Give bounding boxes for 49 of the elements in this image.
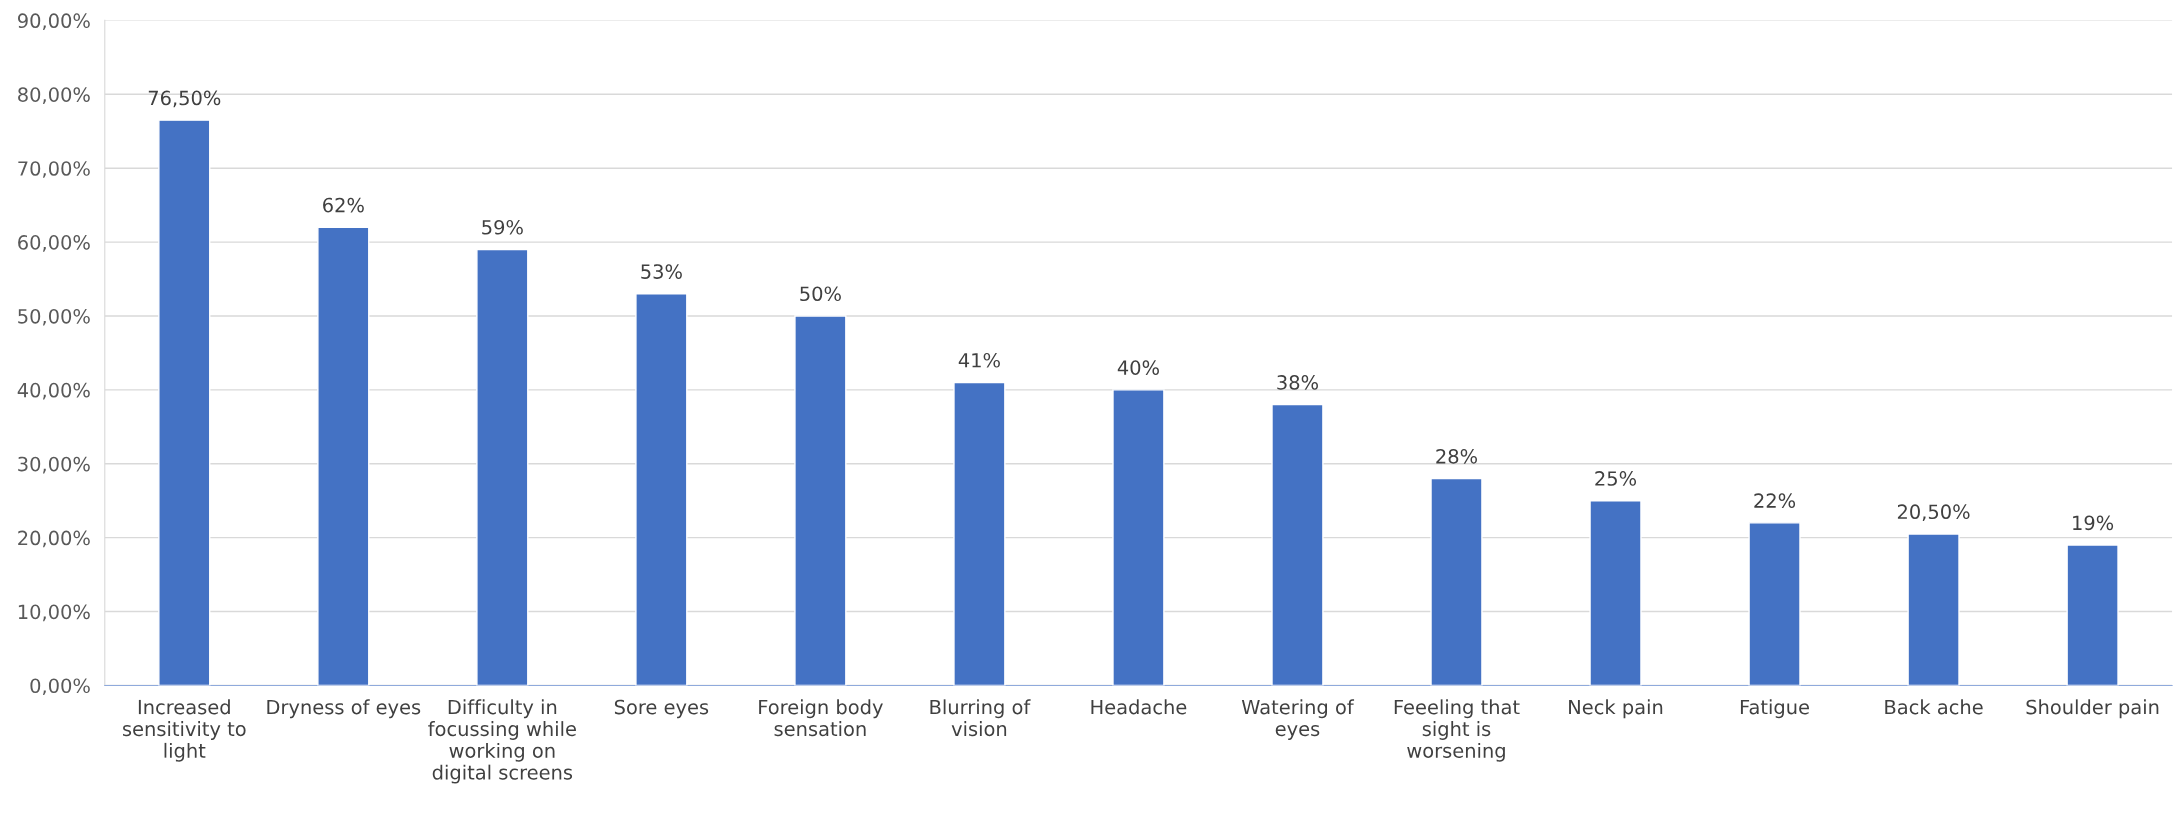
x-tick-label: Feeeling that sight is worsening [1394,699,1520,762]
data-label: 62% [323,197,364,213]
data-label: 50% [800,286,841,302]
bar [794,315,847,686]
x-tick-label: Shoulder pain [2026,699,2159,719]
data-label: 59% [482,219,523,235]
data-label: 53% [641,264,682,279]
bar [1907,533,1960,686]
data-label: 22% [1754,493,1796,508]
bar [158,119,211,686]
x-tick-label: Difficulty in focussing while working on digital screens [428,699,576,784]
x-tick-label: Foreign body sensation [759,699,883,737]
x-tick-label: Increased sensitivity to light [122,699,246,762]
data-label: 28% [1436,448,1478,464]
x-tick-label: Dryness of eyes [267,699,421,719]
y-tick-label: 30,00% [18,456,90,474]
data-label: 38% [1277,375,1318,390]
x-tick-label: Fatigue [1740,699,1809,719]
bar [635,293,688,686]
bar [1430,477,1483,686]
x-tick-label: Blurring of vision [930,699,1031,737]
data-label: 76,50% [148,90,221,108]
x-tick-label: Back ache [1885,699,1983,715]
bar [2066,544,2119,686]
bar [476,248,529,686]
y-tick-label: 90,00% [17,13,90,31]
data-label: 20,50% [1897,504,1970,522]
bar [1271,403,1324,686]
data-label: 41% [958,352,1000,368]
bar [953,381,1006,686]
y-tick-label: 80,00% [18,87,90,104]
x-tick-label: Watering of eyes [1241,699,1355,740]
bar [1589,500,1642,686]
x-tick-label: Neck pain [1569,699,1663,719]
y-tick-label: 70,00% [18,161,90,178]
y-tick-label: 60,00% [18,235,90,252]
bar [317,226,370,686]
y-tick-label: 40,00% [17,382,90,400]
bar [1748,522,1801,686]
data-label: 40% [1117,360,1159,375]
y-tick-label: 0,00% [30,678,90,696]
bar [1112,389,1165,686]
data-label: 19% [2073,515,2114,531]
data-label: 25% [1595,471,1637,486]
y-tick-label: 10,00% [18,604,90,622]
y-tick-label: 20,00% [18,530,90,548]
y-tick-label: 50,00% [18,308,90,326]
x-tick-label: Sore eyes [614,699,709,719]
x-tick-label: Headache [1091,699,1187,715]
